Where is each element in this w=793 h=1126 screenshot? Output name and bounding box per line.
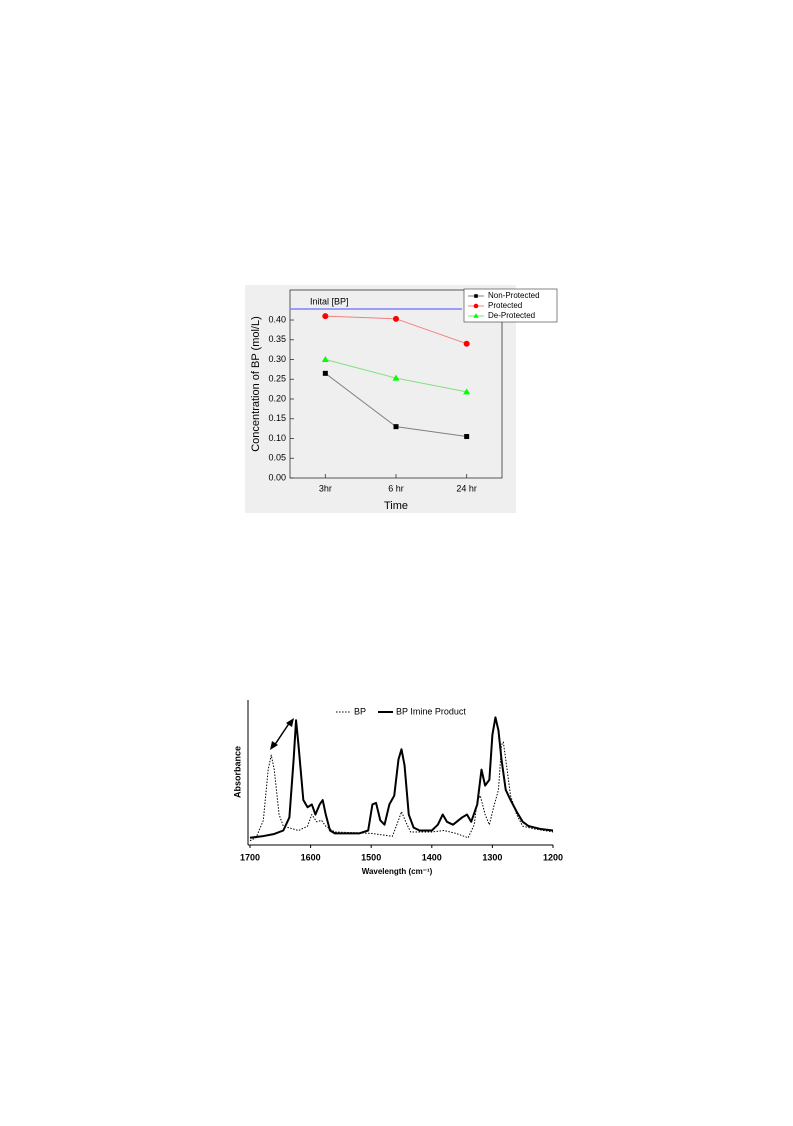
x-tick-label: 1700	[240, 852, 260, 862]
marker	[393, 424, 399, 430]
marker	[474, 294, 478, 298]
arrow	[273, 721, 291, 747]
marker	[322, 313, 329, 320]
x-tick-label: 1400	[422, 852, 442, 862]
y-tick-label: 0.10	[268, 433, 286, 443]
y-tick-label: 0.05	[268, 453, 286, 463]
legend-label: BP Imine Product	[396, 706, 466, 716]
marker	[464, 434, 470, 440]
x-tick-label: 6 hr	[388, 483, 404, 493]
spectrum-line	[249, 716, 554, 839]
marker	[392, 374, 400, 381]
x-tick-label: 3hr	[319, 483, 332, 493]
y-tick-label: 0.15	[268, 413, 286, 423]
spectrum-line	[249, 741, 554, 842]
marker	[473, 313, 479, 318]
y-tick-label: 0.00	[268, 472, 286, 482]
marker	[463, 388, 471, 395]
y-tick-label: 0.20	[268, 393, 286, 403]
y-axis-label: Concentration of BP (mol/L)	[250, 316, 262, 452]
marker	[393, 315, 399, 322]
y-axis-label: Absorbance	[232, 746, 242, 798]
x-axis-label: Time	[384, 500, 408, 512]
arrow-heads	[270, 718, 294, 750]
marker	[473, 303, 479, 309]
x-tick-label: 1200	[543, 852, 563, 862]
legend-label: De-Protected	[488, 311, 535, 320]
legend-label: BP	[354, 706, 366, 716]
x-tick-label: 24 hr	[456, 483, 477, 493]
x-tick-label: 1500	[361, 852, 381, 862]
chart-2: Absorbance Wavelength (cm⁻¹) 1700 1600 150…	[232, 700, 563, 876]
y-tick-label: 0.30	[268, 354, 286, 364]
marker	[463, 340, 470, 347]
y-tick-label: 0.25	[268, 374, 286, 384]
reference-label: Inital [BP]	[310, 296, 349, 306]
marker	[321, 356, 329, 363]
x-axis-label: Wavelength (cm⁻¹)	[362, 867, 433, 876]
y-tick-label: 0.40	[268, 314, 286, 324]
y-tick-label: 0.35	[268, 334, 286, 344]
marker	[322, 370, 328, 376]
chart-1: Concentration of BP (mol/L) Time 0.00 0.0…	[245, 285, 558, 513]
x-tick-label: 1600	[301, 852, 321, 862]
x-tick-label: 1300	[482, 852, 502, 862]
legend-label: Protected	[488, 301, 522, 310]
legend-label: Non-Protected	[488, 291, 540, 300]
